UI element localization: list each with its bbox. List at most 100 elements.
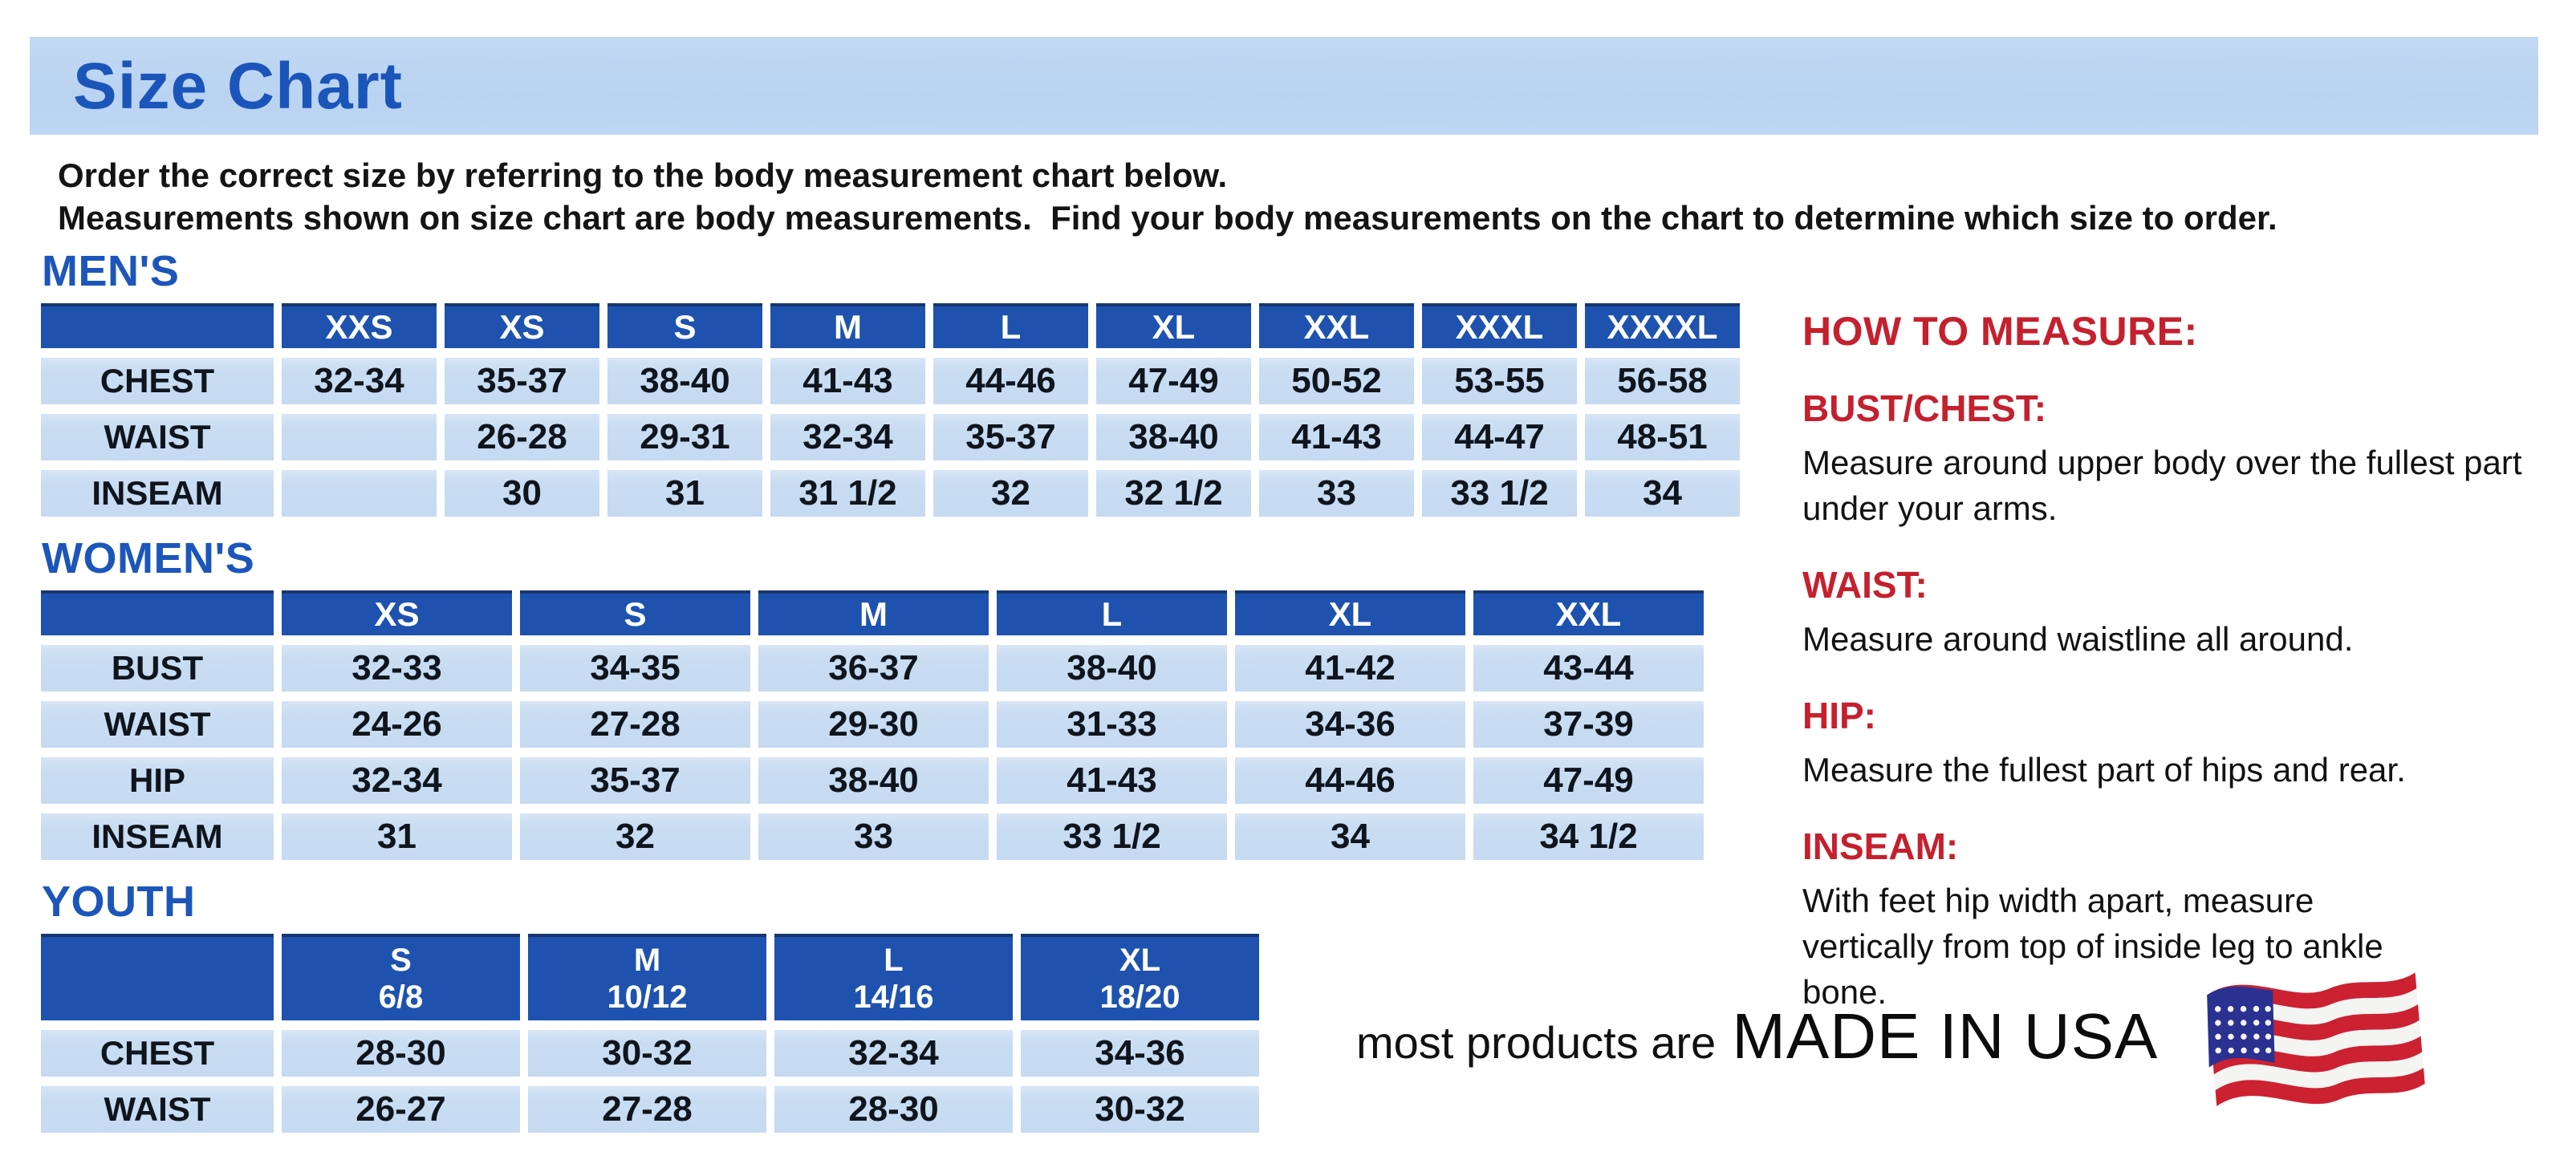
measurement-cell: 33 xyxy=(1259,470,1414,517)
measure-item-text: With feet hip width apart, measure verti… xyxy=(1802,882,2383,1011)
size-column-header: XXXL xyxy=(1422,303,1577,348)
measure-item-text: Measure around waistline all around. xyxy=(1802,620,2354,658)
table-row: INSEAM 30 31 31 1/2 32 32 1/2 33 33 1/2 34 xyxy=(41,470,1740,517)
page-title: Size Chart xyxy=(73,50,403,123)
measurement-cell: 50-52 xyxy=(1259,358,1414,404)
measurement-cell: 32-34 xyxy=(770,414,925,460)
measurement-cell: 44-46 xyxy=(1235,757,1465,804)
measurement-cell: 32 xyxy=(933,470,1088,517)
youth-section-heading: YOUTH xyxy=(42,878,196,926)
measurement-cell: 36-37 xyxy=(758,645,989,691)
measurement-cell: 31-33 xyxy=(997,701,1227,748)
measurement-cell: 34 xyxy=(1235,813,1465,860)
row-label: CHEST xyxy=(41,1030,274,1077)
row-label: BUST xyxy=(41,645,274,691)
measurement-cell xyxy=(282,414,437,460)
measurement-cell: 27-28 xyxy=(528,1086,766,1133)
table-row: WAIST 26-28 29-31 32-34 35-37 38-40 41-43 44-47… xyxy=(41,414,1740,460)
measurement-cell: 30 xyxy=(445,470,599,517)
row-label: WAIST xyxy=(41,1086,274,1133)
measurement-cell: 30-32 xyxy=(1021,1086,1259,1133)
table-row: CHEST 32-34 35-37 38-40 41-43 44-46 47-49 50-52… xyxy=(41,358,1740,404)
measurement-cell: 34-35 xyxy=(520,645,750,691)
measurement-cell: 31 xyxy=(607,470,762,517)
measure-item-waist: WAIST: Measure around waistline all arou… xyxy=(1802,563,2544,662)
mens-section-heading: MEN'S xyxy=(42,247,180,295)
row-label: WAIST xyxy=(41,414,274,460)
table-row: BUST 32-33 34-35 36-37 38-40 41-42 43-44 xyxy=(41,645,1704,691)
row-label: INSEAM xyxy=(41,813,274,860)
womens-size-table: XS S M L XL XXL BUST 32-33 34-35 36-37 38-40 41-42 4… xyxy=(33,581,1712,870)
size-column-header: XXS xyxy=(282,303,437,348)
mens-size-table: XXS XS S M L XL XXL XXXL XXXXL CHEST 32-34 35-37 38-… xyxy=(33,294,1748,526)
measure-item-bust-chest: BUST/CHEST: Measure around upper body ov… xyxy=(1802,387,2544,531)
womens-section-heading: WOMEN'S xyxy=(42,534,255,582)
measurement-cell: 32-33 xyxy=(282,645,512,691)
measurement-cell: 34-36 xyxy=(1021,1030,1259,1077)
measurement-cell: 34 1/2 xyxy=(1473,813,1704,860)
intro-text: Order the correct size by referring to t… xyxy=(58,154,2576,239)
intro-line-2: Measurements shown on size chart are bod… xyxy=(58,199,2277,237)
measurement-cell: 32-34 xyxy=(774,1030,1013,1077)
size-column-header: XL 18/20 xyxy=(1021,934,1259,1020)
measurement-cell: 32 1/2 xyxy=(1096,470,1251,517)
title-band: Size Chart xyxy=(30,37,2538,135)
corner-cell xyxy=(41,934,274,1020)
measurement-cell: 28-30 xyxy=(774,1086,1013,1133)
measurement-cell: 32-34 xyxy=(282,358,437,404)
measurement-cell: 38-40 xyxy=(758,757,989,804)
measurement-cell: 38-40 xyxy=(607,358,762,404)
measurement-cell: 35-37 xyxy=(520,757,750,804)
main-content: MEN'S XXS XS S M L XL XXL XXXL XXXXL CHEST 32-34 35… xyxy=(0,239,2576,1142)
size-column-header: L xyxy=(997,590,1227,635)
measure-item-label: INSEAM: xyxy=(1802,825,1959,867)
size-column-header: XXL xyxy=(1473,590,1704,635)
size-column-header: S xyxy=(607,303,762,348)
measurement-cell: 35-37 xyxy=(445,358,599,404)
usa-flag-icon xyxy=(2207,972,2425,1106)
row-label: INSEAM xyxy=(41,470,274,517)
youth-size-table: S 6/8 M 10/12 L 14/16 XL 18/20 CHEST 28-30 30-… xyxy=(33,924,1267,1142)
size-column-header: XXL xyxy=(1259,303,1414,348)
table-row: INSEAM 31 32 33 33 1/2 34 34 1/2 xyxy=(41,813,1704,860)
measurement-cell: 43-44 xyxy=(1473,645,1704,691)
header-row: XS S M L XL XXL xyxy=(41,590,1704,635)
measurement-cell: 32-34 xyxy=(282,757,512,804)
measurement-cell: 53-55 xyxy=(1422,358,1577,404)
measure-item-text: Measure the fullest part of hips and rea… xyxy=(1802,751,2406,789)
measurement-cell: 32 xyxy=(520,813,750,860)
size-column-header: M xyxy=(758,590,989,635)
measurement-cell: 56-58 xyxy=(1585,358,1740,404)
measurement-cell: 29-30 xyxy=(758,701,989,748)
measurement-cell: 33 1/2 xyxy=(997,813,1227,860)
measurement-cell: 47-49 xyxy=(1096,358,1251,404)
row-label: CHEST xyxy=(41,358,274,404)
measurement-cell: 38-40 xyxy=(1096,414,1251,460)
header-row: XXS XS S M L XL XXL XXXL XXXXL xyxy=(41,303,1740,348)
measurement-cell: 31 1/2 xyxy=(770,470,925,517)
measure-item-text: Measure around upper body over the fulle… xyxy=(1802,444,2522,527)
table-row: WAIST 26-27 27-28 28-30 30-32 xyxy=(41,1086,1259,1133)
size-column-header: L 14/16 xyxy=(774,934,1013,1020)
measurement-cell: 30-32 xyxy=(528,1030,766,1077)
measurement-cell: 41-42 xyxy=(1235,645,1465,691)
measurement-cell: 38-40 xyxy=(997,645,1227,691)
size-column-header: XS xyxy=(445,303,599,348)
measurement-cell: 33 1/2 xyxy=(1422,470,1577,517)
measurement-cell: 29-31 xyxy=(607,414,762,460)
intro-line-1: Order the correct size by referring to t… xyxy=(58,156,1228,194)
measurement-cell: 47-49 xyxy=(1473,757,1704,804)
corner-cell xyxy=(41,590,274,635)
made-in-usa-footer: most products are MADE IN USA xyxy=(1356,959,2431,1113)
footer-text: most products are MADE IN USA xyxy=(1356,1000,2158,1073)
measurement-cell: 41-43 xyxy=(997,757,1227,804)
size-column-header: S 6/8 xyxy=(282,934,520,1020)
measurement-cell xyxy=(282,470,437,517)
measure-item-hip: HIP: Measure the fullest part of hips an… xyxy=(1802,694,2544,793)
measurement-cell: 24-26 xyxy=(282,701,512,748)
size-column-header: XXXXL xyxy=(1585,303,1740,348)
measurement-cell: 31 xyxy=(282,813,512,860)
measurement-cell: 37-39 xyxy=(1473,701,1704,748)
measurement-cell: 26-28 xyxy=(445,414,599,460)
measurement-cell: 34 xyxy=(1585,470,1740,517)
